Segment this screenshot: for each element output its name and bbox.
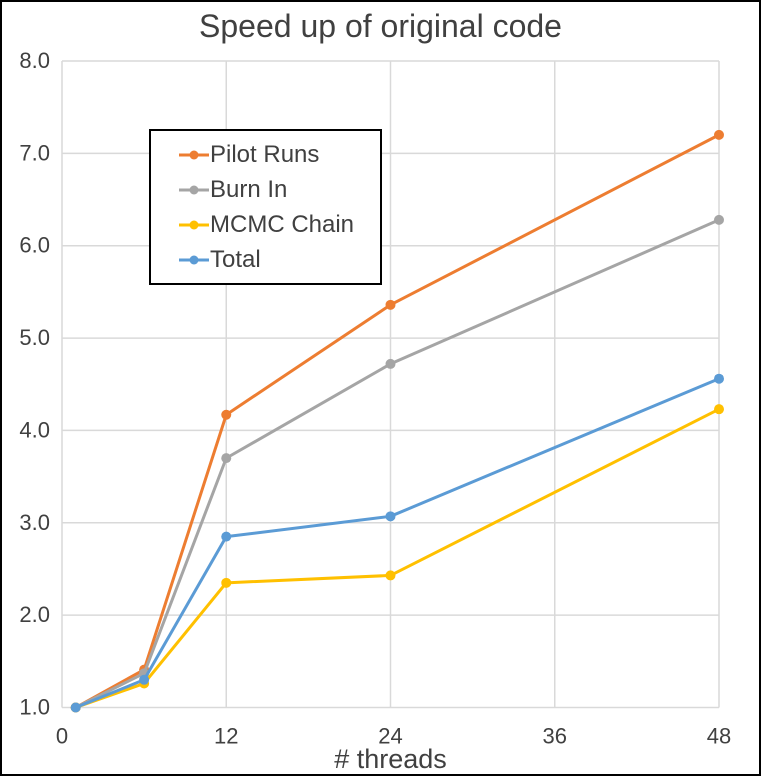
- legend-label: MCMC Chain: [210, 210, 355, 238]
- svg-text:4.0: 4.0: [19, 417, 50, 442]
- svg-text:6.0: 6.0: [19, 233, 50, 258]
- legend-label: Total: [210, 245, 261, 273]
- legend-item-pilot-runs: Pilot Runs: [179, 141, 380, 169]
- svg-text:7.0: 7.0: [19, 140, 50, 165]
- svg-text:5.0: 5.0: [19, 325, 50, 350]
- line-marker-icon: [179, 220, 209, 229]
- legend: Pilot Runs Burn In MCMC Chain Total: [149, 129, 382, 285]
- svg-text:48: 48: [707, 724, 731, 749]
- line-marker-icon: [179, 255, 209, 264]
- svg-text:2.0: 2.0: [19, 602, 50, 627]
- svg-text:8.0: 8.0: [19, 48, 50, 73]
- svg-text:12: 12: [214, 724, 238, 749]
- legend-item-burn-in: Burn In: [179, 176, 380, 204]
- legend-item-mcmc-chain: MCMC Chain: [179, 211, 380, 239]
- line-marker-icon: [179, 185, 209, 194]
- legend-label: Burn In: [210, 175, 288, 203]
- chart-title: Speed up of original code: [199, 8, 562, 44]
- legend-label: Pilot Runs: [210, 140, 320, 168]
- svg-text:3.0: 3.0: [19, 510, 50, 535]
- svg-text:0: 0: [56, 724, 68, 749]
- svg-text:36: 36: [543, 724, 567, 749]
- x-axis-title: # threads: [334, 744, 447, 774]
- svg-text:24: 24: [378, 724, 402, 749]
- svg-text:1.0: 1.0: [19, 695, 50, 720]
- legend-item-total: Total: [179, 246, 380, 274]
- line-marker-icon: [179, 150, 209, 159]
